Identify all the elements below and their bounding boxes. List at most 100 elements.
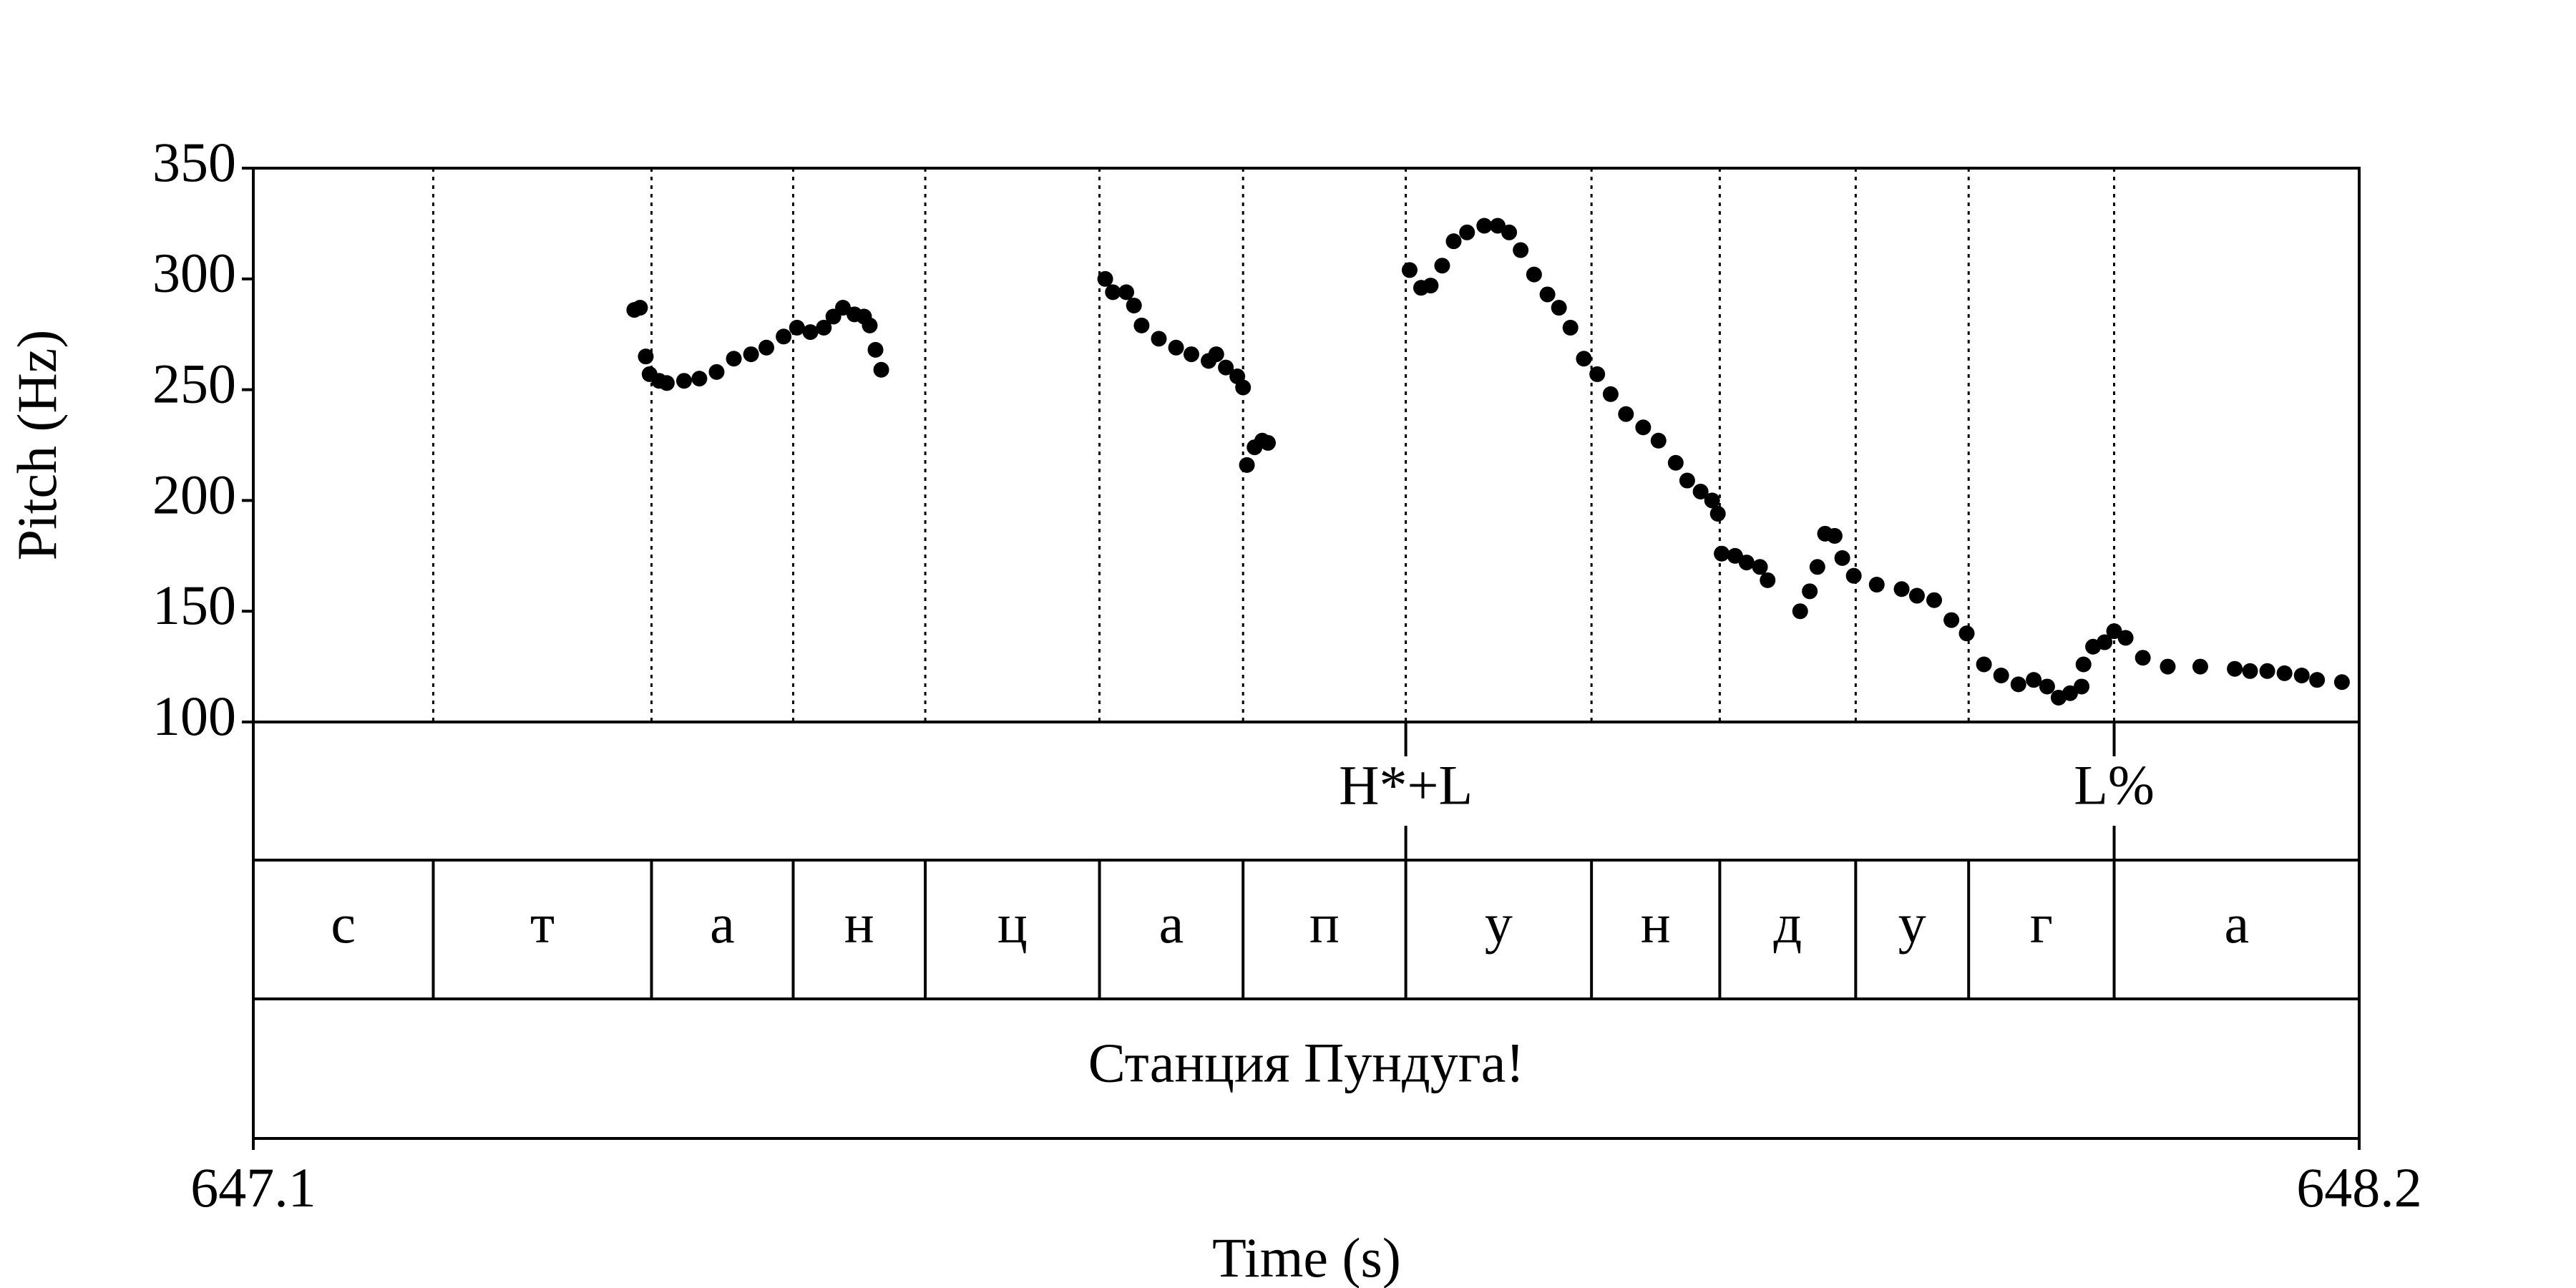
pitch-point <box>2106 623 2122 640</box>
pitch-point <box>1551 300 1567 316</box>
pitch-point <box>1168 339 1184 356</box>
pitch-point <box>1958 625 1975 642</box>
pitch-point <box>816 319 832 336</box>
pitch-point <box>1976 656 1992 673</box>
pitch-point <box>2259 663 2275 679</box>
pitch-point <box>2074 678 2090 695</box>
plot-frame <box>252 167 2361 1140</box>
pitch-point <box>1926 592 1943 608</box>
pitch-point <box>1893 581 1910 597</box>
pitch-point <box>2192 658 2208 675</box>
pitch-point <box>1459 224 1475 240</box>
pitch-point <box>2160 658 2176 675</box>
pitch-point <box>1868 577 1885 593</box>
pitch-point <box>1589 366 1606 382</box>
y-tick-label: 200 <box>152 463 236 525</box>
pitch-point <box>862 317 878 333</box>
pitch-point <box>1908 587 1925 604</box>
pitch-point <box>1738 555 1755 571</box>
pitch-point <box>1476 218 1493 234</box>
segment-label: д <box>1774 892 1802 955</box>
pitch-point <box>776 328 792 345</box>
y-tick-label: 100 <box>152 685 236 747</box>
pitch-point <box>2276 665 2293 681</box>
segment-label: у <box>1898 892 1926 955</box>
pitch-point <box>1679 472 1695 489</box>
pitch-point <box>1576 351 1592 367</box>
pitch-point <box>835 300 852 316</box>
pitch-point <box>638 348 654 365</box>
pitch-point <box>1714 545 1730 562</box>
pitch-point <box>2075 656 2092 673</box>
pitch-point <box>1126 297 1142 313</box>
pitch-point <box>1501 224 1518 240</box>
pitch-point <box>1618 406 1634 422</box>
pitch-point <box>1218 359 1234 376</box>
pitch-point <box>2062 685 2079 701</box>
pitch-point <box>1667 454 1684 471</box>
pitch-point <box>2242 663 2258 679</box>
pitch-point <box>2333 674 2350 691</box>
segment-label: с <box>331 892 356 955</box>
segment-label: н <box>844 892 874 955</box>
pitch-point <box>658 375 675 391</box>
x-axis-label: Time (s) <box>1212 1226 1401 1288</box>
pitch-point <box>708 364 725 380</box>
pitch-point <box>675 373 692 389</box>
pitch-point <box>1845 567 1862 584</box>
y-tick-label: 250 <box>152 353 236 415</box>
pitch-point <box>1752 559 1768 575</box>
pitch-point <box>1490 218 1506 234</box>
pitch-point <box>1526 266 1542 283</box>
pitch-point <box>1562 319 1579 336</box>
pitch-point <box>802 324 819 341</box>
pitch-point <box>1513 242 1529 258</box>
tone-label: H*+L <box>1339 753 1473 816</box>
pitch-point <box>1709 505 1726 522</box>
word-label: Станция Пундуга! <box>1088 1031 1525 1093</box>
pitch-point <box>632 300 648 316</box>
pitch-point <box>2117 630 2134 646</box>
pitch-point <box>2135 650 2151 666</box>
pitch-point <box>1259 434 1276 451</box>
segment-label: т <box>530 892 555 955</box>
pitch-point <box>1208 346 1224 363</box>
pitch-point <box>1760 572 1776 588</box>
segment-label: ц <box>997 892 1028 955</box>
y-tick-label: 150 <box>152 574 236 636</box>
pitch-point <box>1704 492 1720 509</box>
pitch-point <box>1943 612 1960 628</box>
pitch-point <box>2309 672 2326 688</box>
pitch-point <box>1423 278 1439 294</box>
pitch-point <box>2039 678 2055 695</box>
x-tick-label: 648.2 <box>2296 1156 2422 1219</box>
pitch-point <box>1727 547 1743 564</box>
pitch-point <box>1650 432 1667 449</box>
pitch-point <box>1133 317 1150 333</box>
pitch-point <box>2026 672 2042 688</box>
pitch-point <box>1539 286 1556 303</box>
pitch-point <box>1105 284 1121 301</box>
pitch-point <box>1151 331 1167 347</box>
pitch-point <box>2010 676 2026 693</box>
pitch-point <box>1183 346 1199 363</box>
x-tick-label: 647.1 <box>190 1156 316 1219</box>
pitch-point <box>691 371 708 387</box>
pitch-point <box>1097 270 1113 287</box>
segment-label: а <box>1159 892 1184 955</box>
tone-label: L% <box>2074 753 2155 816</box>
pitch-point <box>1834 550 1850 566</box>
pitch-point <box>1434 258 1450 274</box>
pitch-point <box>1692 484 1709 500</box>
pitch-point <box>1239 457 1255 473</box>
segment-label: г <box>2030 892 2053 955</box>
pitch-point <box>867 341 884 358</box>
pitch-point <box>726 351 742 367</box>
y-tick-label: 300 <box>152 242 236 304</box>
segment-label: а <box>2224 892 2249 955</box>
pitch-point <box>1401 262 1418 278</box>
pitch-point <box>789 319 805 336</box>
pitch-point <box>2227 660 2243 677</box>
pitch-point <box>743 346 759 363</box>
